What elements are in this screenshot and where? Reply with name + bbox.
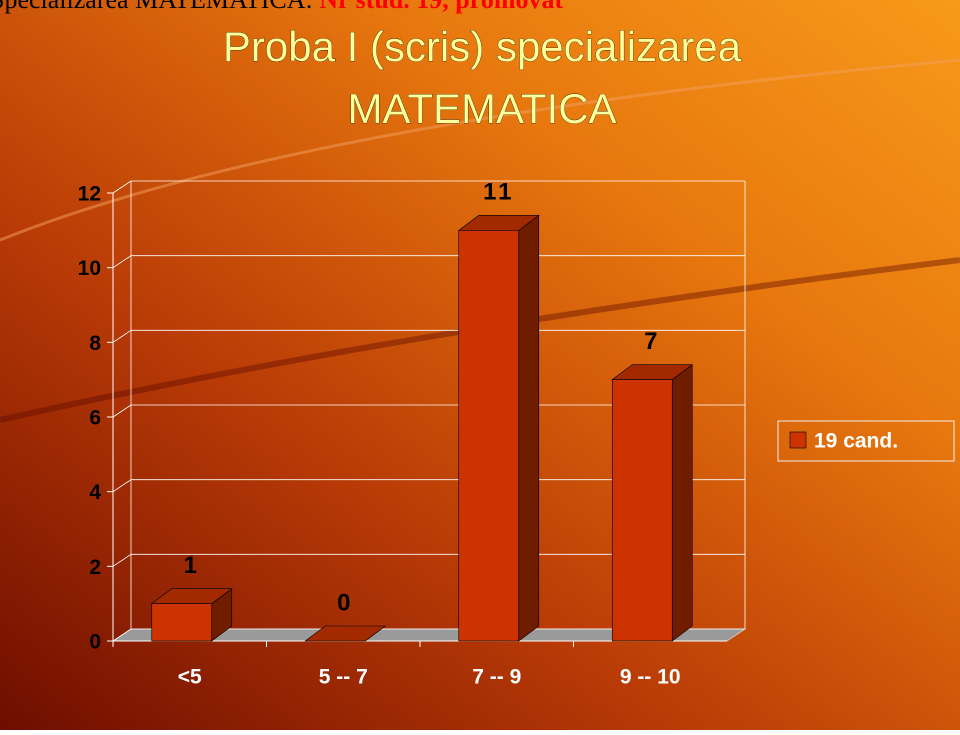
data-label: 1 (184, 552, 200, 579)
page: Specializarea MATEMATICA: Nr stud. 19, p… (0, 0, 960, 730)
slide: Specializarea MATEMATICA: Nr stud. 19, p… (0, 0, 960, 730)
chart-title: Proba I (scris) specializarea (223, 23, 742, 70)
bar (612, 380, 672, 641)
header: Specializarea MATEMATICA: Nr stud. 19, p… (0, 0, 563, 14)
data-label: 11 (483, 179, 514, 206)
x-tick-label: 7 -- 9 (472, 666, 521, 689)
data-label: 0 (337, 589, 353, 616)
y-tick-label: 2 (89, 556, 101, 579)
chart-title: MATEMATICA (347, 85, 616, 132)
y-tick-label: 8 (89, 332, 101, 355)
y-tick-label: 12 (78, 183, 101, 206)
bar-side (672, 365, 692, 641)
y-tick-label: 0 (89, 631, 101, 654)
legend-swatch (790, 432, 806, 448)
header-label: Specializarea MATEMATICA: (0, 0, 319, 14)
bar (152, 604, 212, 641)
legend-label: 19 cand. (814, 430, 898, 453)
bar (459, 230, 519, 641)
y-tick-label: 6 (89, 407, 101, 430)
x-tick-label: <5 (178, 666, 202, 689)
data-label: 7 (644, 328, 660, 355)
bar-side (519, 215, 539, 641)
header-highlight: Nr stud. 19, promovat (319, 0, 563, 14)
x-tick-label: 9 -- 10 (620, 666, 681, 689)
y-tick-label: 10 (78, 257, 101, 280)
y-tick-label: 4 (89, 481, 101, 504)
x-tick-label: 5 -- 7 (319, 666, 368, 689)
